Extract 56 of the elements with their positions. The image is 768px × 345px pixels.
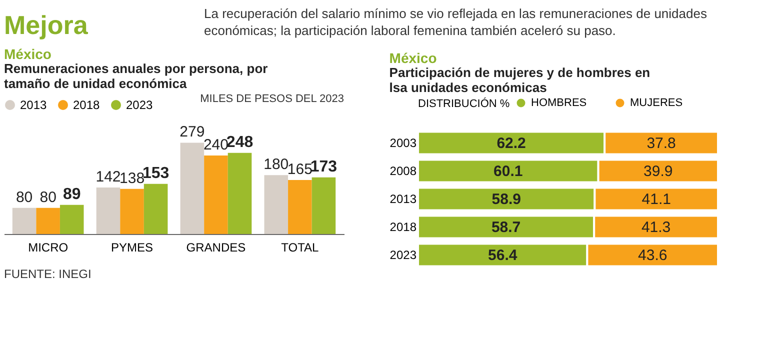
data-label: 240 [203,136,228,154]
bar [312,177,336,234]
bar [60,204,84,234]
data-label: 62.2 [496,135,526,152]
data-label: 138 [120,170,145,187]
data-label: 279 [180,124,205,141]
bar [96,188,120,234]
legend-title: DISTRIBUCIÓN % [418,97,510,110]
bar [144,184,168,234]
data-label: 165 [287,161,312,178]
data-label: 89 [62,186,81,203]
bar [180,142,204,234]
text: MILES DE PESOS DEL 2023 [200,93,344,105]
y-tick-label: 2003 [390,136,417,150]
bar [228,152,252,234]
data-label: 180 [264,156,289,174]
legend-label: 2013 [20,98,48,112]
text: La recuperación del salario mínimo se vio reflejada en las remuneraciones de unidades económicas; la participación laboral femenina también aceleró su paso. [204,6,708,38]
y-tick-label: 2023 [390,248,417,262]
chart-subtitle: Participación de mujeres y de hombres en lsa unidades económicas [389,65,650,95]
chart-title: México [389,50,437,66]
data-label: 43.6 [638,247,668,264]
bar [204,155,228,234]
source-note: FUENTE: INEGI [4,267,92,281]
bar [36,208,60,234]
bar [264,175,288,234]
legend-label: MUJERES [630,97,683,109]
data-label: 56.4 [488,247,518,264]
bar [288,180,312,234]
data-label: 37.8 [646,135,676,152]
chart-subtitle: Remuneraciones anuales por persona, por tamaño de unidad económica [4,61,268,91]
y-tick-label: 2013 [390,192,417,206]
x-tick-label: GRANDES [186,240,246,254]
data-label: 80 [40,188,56,206]
legend-label: 2018 [73,98,100,112]
y-tick-label: 2018 [390,220,417,234]
bar [120,188,144,234]
x-tick-label: PYMES [111,240,154,254]
legend-label: HOMBRES [531,97,587,109]
data-label: 60.1 [494,163,523,180]
text: Mejora [4,10,88,40]
bar [12,208,36,234]
data-label: 39.9 [644,163,673,180]
data-label: 80 [16,188,33,206]
chart-title: México [4,46,52,62]
data-label: 41.3 [641,219,671,236]
data-label: 41.1 [642,191,671,208]
x-tick-label: TOTAL [281,240,320,254]
x-tick-label: MICRO [28,240,68,254]
data-label: 142 [96,168,121,186]
legend-label: 2023 [126,98,154,112]
data-label: 173 [310,158,338,176]
data-label: 248 [226,134,254,151]
y-tick-label: 2008 [390,164,417,178]
data-label: 58.7 [491,219,521,236]
data-label: 58.9 [492,191,521,208]
